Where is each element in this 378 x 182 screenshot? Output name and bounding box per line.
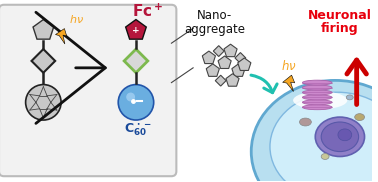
Polygon shape xyxy=(202,51,215,64)
Ellipse shape xyxy=(293,92,347,109)
Polygon shape xyxy=(125,19,146,39)
Text: $\mathbf{C_{60}^{\,\bullet -}}$: $\mathbf{C_{60}^{\,\bullet -}}$ xyxy=(124,122,152,138)
Ellipse shape xyxy=(302,80,332,85)
Polygon shape xyxy=(206,64,219,76)
Ellipse shape xyxy=(315,117,364,157)
Polygon shape xyxy=(124,49,148,73)
Polygon shape xyxy=(238,58,251,70)
Ellipse shape xyxy=(302,85,332,90)
Text: +: + xyxy=(132,26,140,35)
Polygon shape xyxy=(31,49,55,73)
Circle shape xyxy=(26,85,61,120)
Ellipse shape xyxy=(270,92,378,182)
Text: Neuronal
firing: Neuronal firing xyxy=(308,9,372,35)
Text: $h\nu$: $h\nu$ xyxy=(69,13,84,25)
Ellipse shape xyxy=(355,114,364,120)
Ellipse shape xyxy=(346,95,353,100)
Polygon shape xyxy=(224,44,237,57)
Text: $h\nu$: $h\nu$ xyxy=(281,59,296,73)
Ellipse shape xyxy=(302,90,332,95)
FancyArrowPatch shape xyxy=(347,60,366,104)
Polygon shape xyxy=(235,53,246,63)
Polygon shape xyxy=(33,19,54,39)
Ellipse shape xyxy=(302,105,332,110)
Polygon shape xyxy=(218,56,231,68)
Ellipse shape xyxy=(302,95,332,100)
Text: $\mathbf{Fc^+}$: $\mathbf{Fc^+}$ xyxy=(132,3,164,20)
FancyBboxPatch shape xyxy=(0,5,177,176)
Polygon shape xyxy=(283,75,295,92)
Ellipse shape xyxy=(321,154,329,159)
Circle shape xyxy=(118,85,154,120)
Polygon shape xyxy=(232,64,245,76)
Ellipse shape xyxy=(338,129,352,141)
Polygon shape xyxy=(226,74,239,86)
Ellipse shape xyxy=(251,80,378,182)
Ellipse shape xyxy=(321,122,359,152)
FancyArrowPatch shape xyxy=(251,75,277,93)
Ellipse shape xyxy=(299,118,311,126)
Text: Nano-
aggregate: Nano- aggregate xyxy=(184,9,245,36)
Polygon shape xyxy=(56,29,67,44)
Polygon shape xyxy=(215,75,226,86)
Circle shape xyxy=(126,93,135,101)
Polygon shape xyxy=(213,46,224,56)
Ellipse shape xyxy=(302,100,332,105)
